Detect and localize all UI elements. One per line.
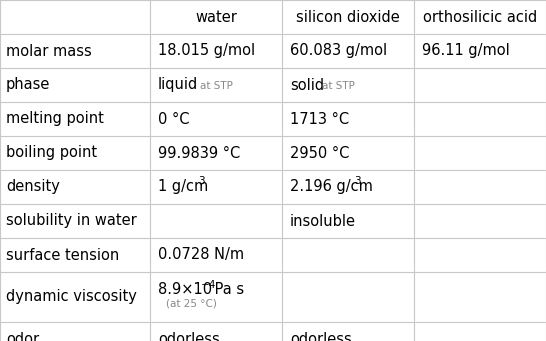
- Text: solubility in water: solubility in water: [6, 213, 136, 228]
- Text: 0 °C: 0 °C: [158, 112, 189, 127]
- Text: melting point: melting point: [6, 112, 104, 127]
- Text: at STP: at STP: [200, 81, 233, 91]
- Text: 8.9×10: 8.9×10: [158, 282, 212, 297]
- Text: insoluble: insoluble: [290, 213, 356, 228]
- Text: density: density: [6, 179, 60, 194]
- Text: surface tension: surface tension: [6, 248, 119, 263]
- Text: dynamic viscosity: dynamic viscosity: [6, 290, 137, 305]
- Text: 3: 3: [354, 177, 360, 187]
- Text: 18.015 g/mol: 18.015 g/mol: [158, 44, 255, 59]
- Text: 99.9839 °C: 99.9839 °C: [158, 146, 240, 161]
- Text: 96.11 g/mol: 96.11 g/mol: [422, 44, 510, 59]
- Text: Pa s: Pa s: [210, 282, 244, 297]
- Text: liquid: liquid: [158, 77, 198, 92]
- Text: water: water: [195, 10, 237, 25]
- Text: 60.083 g/mol: 60.083 g/mol: [290, 44, 387, 59]
- Text: solid: solid: [290, 77, 324, 92]
- Text: molar mass: molar mass: [6, 44, 92, 59]
- Text: silicon dioxide: silicon dioxide: [296, 10, 400, 25]
- Text: 2.196 g/cm: 2.196 g/cm: [290, 179, 373, 194]
- Text: odorless: odorless: [290, 331, 352, 341]
- Text: −4: −4: [201, 280, 216, 290]
- Text: 0.0728 N/m: 0.0728 N/m: [158, 248, 244, 263]
- Text: phase: phase: [6, 77, 50, 92]
- Text: boiling point: boiling point: [6, 146, 97, 161]
- Text: odorless: odorless: [158, 331, 219, 341]
- Text: orthosilicic acid: orthosilicic acid: [423, 10, 537, 25]
- Text: at STP: at STP: [322, 81, 355, 91]
- Text: 1713 °C: 1713 °C: [290, 112, 349, 127]
- Text: 3: 3: [198, 177, 205, 187]
- Text: (at 25 °C): (at 25 °C): [166, 299, 217, 309]
- Text: odor: odor: [6, 331, 39, 341]
- Text: 1 g/cm: 1 g/cm: [158, 179, 208, 194]
- Text: 2950 °C: 2950 °C: [290, 146, 349, 161]
